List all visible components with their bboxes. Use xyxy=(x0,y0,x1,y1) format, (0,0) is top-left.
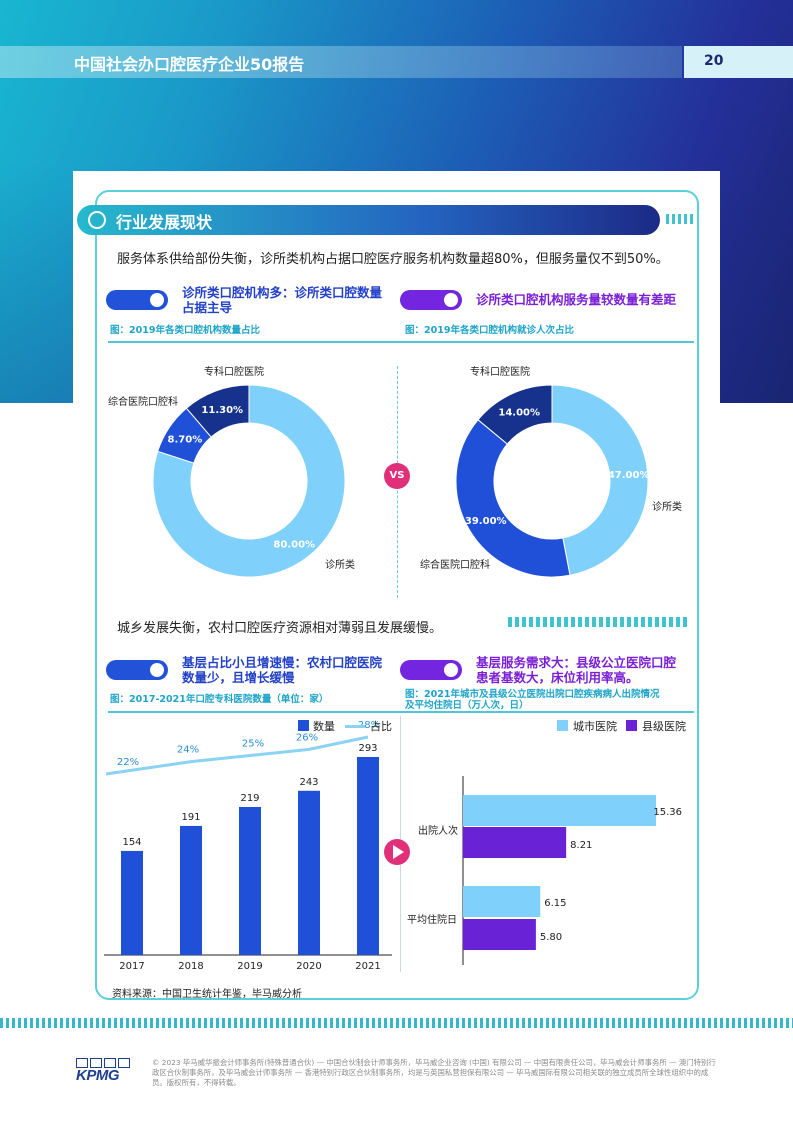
hbar-value-label: 5.80 xyxy=(540,932,562,943)
hbar-value-label: 15.36 xyxy=(653,807,682,818)
page-number-box xyxy=(684,46,793,78)
highlight-left-2: 基层占比小且增速慢：农村口腔医院 数量少，且增长缓慢 xyxy=(182,655,383,685)
x-tick-label: 2021 xyxy=(355,961,380,972)
donut-value-label: 11.30% xyxy=(201,405,243,416)
donut-value-label: 80.00% xyxy=(273,539,315,550)
legend-swatch-county xyxy=(626,720,637,731)
donut1-label-specialist: 专科口腔医院 xyxy=(204,367,264,378)
copyright-text: © 2023 毕马威华振会计师事务所(特殊普通合伙) — 中国合伙制会计师事务所… xyxy=(152,1058,716,1087)
x-tick-label: 2017 xyxy=(119,961,144,972)
donut-value-label: 8.70% xyxy=(168,434,203,445)
hbar xyxy=(463,827,567,858)
figure-caption-3: 图：2017-2021年口腔专科医院数量（单位：家） xyxy=(110,694,329,705)
x-tick-label: 2018 xyxy=(178,961,203,972)
toggle-icon xyxy=(400,660,462,680)
line-value-label: 22% xyxy=(117,757,139,768)
donut-value-label: 47.00% xyxy=(608,470,650,481)
divider-line xyxy=(108,341,694,343)
donut-value-label: 39.00% xyxy=(465,516,507,527)
decorative-ticks xyxy=(508,617,687,627)
hbar-category-avg-stay: 平均住院日 xyxy=(407,915,457,926)
hbar xyxy=(463,795,656,826)
bar-value-label: 243 xyxy=(299,777,318,788)
share-line xyxy=(105,735,369,776)
bar xyxy=(298,790,320,955)
figure-caption-4: 图：2021年城市及县级公立医院出院口腔疾病病人出院情况 及平均住院日（万人次，… xyxy=(405,689,660,711)
donut-slice xyxy=(185,384,250,438)
donut2-label-general: 综合医院口腔科 xyxy=(420,560,490,571)
legend-swatch-city xyxy=(557,720,568,731)
intro-text-2: 城乡发展失衡，农村口腔医疗资源相对薄弱且发展缓慢。 xyxy=(117,621,443,636)
legend-line-share xyxy=(345,725,365,728)
bar xyxy=(180,825,202,955)
circle-icon xyxy=(88,211,106,229)
section-title: 行业发展现状 xyxy=(116,213,213,232)
highlight-right-2: 基层服务需求大：县级公立医院口腔 患者基数大，床位利用率高。 xyxy=(476,655,677,685)
decorative-ticks xyxy=(666,214,693,224)
section-header-pill xyxy=(77,205,660,235)
toggle-icon xyxy=(106,290,168,310)
page-number: 20 xyxy=(704,53,724,69)
legend-label-share: 占比 xyxy=(370,720,392,733)
donut1-label-clinic: 诊所类 xyxy=(325,560,355,571)
donut-slice xyxy=(477,384,553,445)
bar xyxy=(239,807,261,955)
bar-value-label: 293 xyxy=(358,743,377,754)
bar-value-label: 154 xyxy=(122,837,141,848)
hbar-value-label: 6.15 xyxy=(544,898,566,909)
x-tick-label: 2020 xyxy=(296,961,321,972)
toggle-icon xyxy=(400,290,462,310)
report-title: 中国社会办口腔医疗企业50报告 xyxy=(74,55,305,74)
bar xyxy=(357,757,379,955)
legend-label-city: 城市医院 xyxy=(573,720,617,733)
line-value-label: 26% xyxy=(296,732,318,743)
donut1-label-general: 综合医院口腔科 xyxy=(108,397,178,408)
donut2-label-specialist: 专科口腔医院 xyxy=(470,367,530,378)
play-icon xyxy=(384,839,410,865)
title-band xyxy=(0,46,682,78)
vs-badge: VS xyxy=(384,463,410,489)
donut-value-label: 14.00% xyxy=(498,407,540,418)
hbar-value-label: 8.21 xyxy=(570,840,592,851)
intro-text-1: 服务体系供给部份失衡，诊所类机构占据口腔医疗服务机构数量超80%，但服务量仅不到… xyxy=(117,252,669,267)
divider-line xyxy=(108,711,694,713)
legend-swatch-count xyxy=(298,720,309,731)
figure-caption-1: 图：2019年各类口腔机构数量占比 xyxy=(110,325,260,336)
donut2-label-clinic: 诊所类 xyxy=(652,502,682,513)
hbar-category-discharges: 出院人次 xyxy=(418,826,458,837)
bar xyxy=(121,850,143,955)
line-value-label: 24% xyxy=(177,745,199,756)
decorative-ticks-footer xyxy=(0,1018,793,1028)
donut-slice xyxy=(152,384,346,578)
hbar xyxy=(463,886,541,917)
line-value-label: 25% xyxy=(242,739,264,750)
legend-label-county: 县级医院 xyxy=(642,720,686,733)
donut-slice xyxy=(455,419,571,578)
bar-value-label: 219 xyxy=(240,793,259,804)
source-note: 资料来源：中国卫生统计年鉴，毕马威分析 xyxy=(112,989,302,1000)
toggle-icon xyxy=(106,660,168,680)
line-value-label: 28% xyxy=(358,720,380,731)
bar-value-label: 191 xyxy=(181,812,200,823)
hbar xyxy=(463,919,536,950)
donut-slice xyxy=(551,384,649,576)
kpmg-logo: KPMG xyxy=(76,1058,134,1084)
figure-caption-2: 图：2019年各类口腔机构就诊人次占比 xyxy=(405,325,574,336)
highlight-left-1: 诊所类口腔机构多：诊所类口腔数量 占据主导 xyxy=(182,285,383,315)
x-tick-label: 2019 xyxy=(237,961,262,972)
highlight-right-1: 诊所类口腔机构服务量较数量有差距 xyxy=(476,292,677,307)
legend-label-count: 数量 xyxy=(313,720,335,733)
